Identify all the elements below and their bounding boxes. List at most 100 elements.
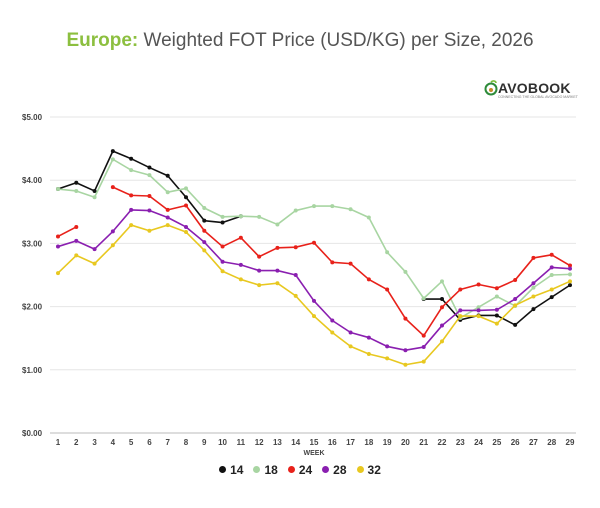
- legend-label-24: 24: [298, 462, 313, 477]
- avobook-logo: AVOBOOK CONNECTING THE GLOBAL AVOCADO MA…: [483, 80, 583, 104]
- legend-item-14: 14: [219, 463, 243, 477]
- x-tick-label: 4: [111, 438, 116, 447]
- x-tick-label: 23: [456, 438, 465, 447]
- data-point-18: [568, 272, 572, 277]
- data-point-32: [385, 356, 390, 361]
- data-point-18: [421, 296, 426, 301]
- y-tick-label: $3.00: [22, 239, 43, 248]
- chart-title-region: Europe:: [66, 30, 139, 51]
- data-point-18: [440, 279, 444, 284]
- series-line-24: [112, 186, 571, 337]
- data-point-32: [366, 352, 371, 356]
- x-tick-label: 12: [255, 438, 264, 447]
- data-point-18: [92, 195, 97, 200]
- x-tick-label: 20: [401, 438, 410, 447]
- data-point-28: [74, 238, 79, 243]
- x-tick-label: 27: [529, 438, 538, 447]
- data-point-32: [257, 283, 262, 288]
- data-point-28: [56, 244, 60, 249]
- data-point-18: [476, 305, 481, 310]
- data-point-32: [238, 277, 243, 282]
- data-point-28: [568, 266, 572, 271]
- x-tick-label: 28: [547, 438, 556, 447]
- data-point-24: [440, 305, 444, 310]
- data-point-24: [220, 244, 225, 249]
- data-point-32: [312, 314, 316, 319]
- data-point-32: [110, 243, 115, 248]
- data-point-24: [476, 282, 481, 287]
- data-point-14: [568, 283, 572, 288]
- x-tick-label: 29: [566, 438, 575, 447]
- x-tick-label: 9: [202, 438, 207, 447]
- data-point-28: [147, 208, 152, 213]
- data-point-28: [476, 308, 481, 313]
- data-point-24: [275, 245, 280, 250]
- data-point-18: [110, 157, 115, 162]
- data-point-24: [494, 286, 499, 291]
- data-point-32: [202, 248, 207, 253]
- data-point-14: [74, 180, 79, 185]
- data-point-28: [293, 273, 298, 277]
- legend-label-14: 14: [230, 462, 244, 477]
- legend-item-28: 28: [322, 463, 347, 477]
- data-point-24: [110, 185, 115, 190]
- data-point-28: [92, 247, 97, 252]
- x-tick-label: 7: [165, 438, 170, 447]
- x-tick-label: 17: [346, 438, 355, 447]
- x-tick-label: 11: [237, 438, 246, 447]
- data-point-28: [494, 307, 499, 312]
- data-point-32: [348, 344, 353, 349]
- data-point-18: [549, 273, 554, 277]
- data-point-28: [202, 240, 207, 245]
- chart-legend: 14 18 24 28 32: [0, 462, 600, 477]
- x-tick-label: 2: [74, 438, 79, 447]
- data-point-24: [238, 235, 243, 240]
- legend-marker-28: [322, 466, 330, 473]
- data-point-14: [110, 149, 115, 154]
- data-point-32: [165, 223, 170, 228]
- data-point-18: [403, 269, 408, 274]
- data-point-18: [348, 207, 353, 212]
- data-point-24: [312, 240, 316, 245]
- x-tick-label: 13: [273, 438, 282, 447]
- data-point-18: [531, 285, 536, 290]
- data-point-18: [220, 214, 225, 219]
- data-point-24: [293, 245, 298, 250]
- data-point-28: [129, 207, 134, 212]
- data-point-28: [366, 335, 371, 340]
- data-point-32: [494, 321, 499, 326]
- data-point-28: [440, 323, 444, 328]
- data-point-18: [147, 173, 152, 178]
- chart-title-text: Weighted FOT Price (USD/KG) per Size, 20…: [143, 30, 534, 51]
- data-point-32: [421, 359, 426, 364]
- legend-marker-14: [219, 466, 227, 473]
- data-point-24: [165, 207, 170, 212]
- chart-title: Europe: Weighted FOT Price (USD/KG) per …: [0, 30, 600, 52]
- data-point-32: [129, 223, 134, 228]
- data-point-32: [403, 362, 408, 367]
- data-point-24: [257, 254, 262, 259]
- data-point-18: [312, 204, 316, 209]
- data-point-32: [293, 293, 298, 298]
- series-line-24: [57, 226, 77, 238]
- data-point-32: [440, 339, 444, 344]
- data-point-18: [184, 186, 188, 191]
- y-tick-label: $1.00: [22, 366, 43, 375]
- y-tick-label: $4.00: [22, 176, 43, 185]
- data-point-28: [531, 281, 536, 286]
- data-point-24: [549, 252, 554, 257]
- data-point-28: [312, 298, 316, 303]
- data-point-24: [348, 261, 353, 266]
- data-point-24: [202, 228, 207, 233]
- data-point-14: [202, 218, 207, 223]
- data-point-24: [421, 333, 426, 338]
- data-point-32: [56, 271, 60, 276]
- data-point-32: [330, 330, 335, 335]
- data-point-28: [348, 330, 353, 335]
- legend-label-18: 18: [264, 462, 278, 477]
- x-tick-label: 24: [474, 438, 483, 447]
- data-point-14: [440, 297, 444, 302]
- data-point-14: [165, 173, 170, 178]
- data-point-32: [568, 279, 572, 284]
- y-tick-label: $0.00: [22, 429, 43, 438]
